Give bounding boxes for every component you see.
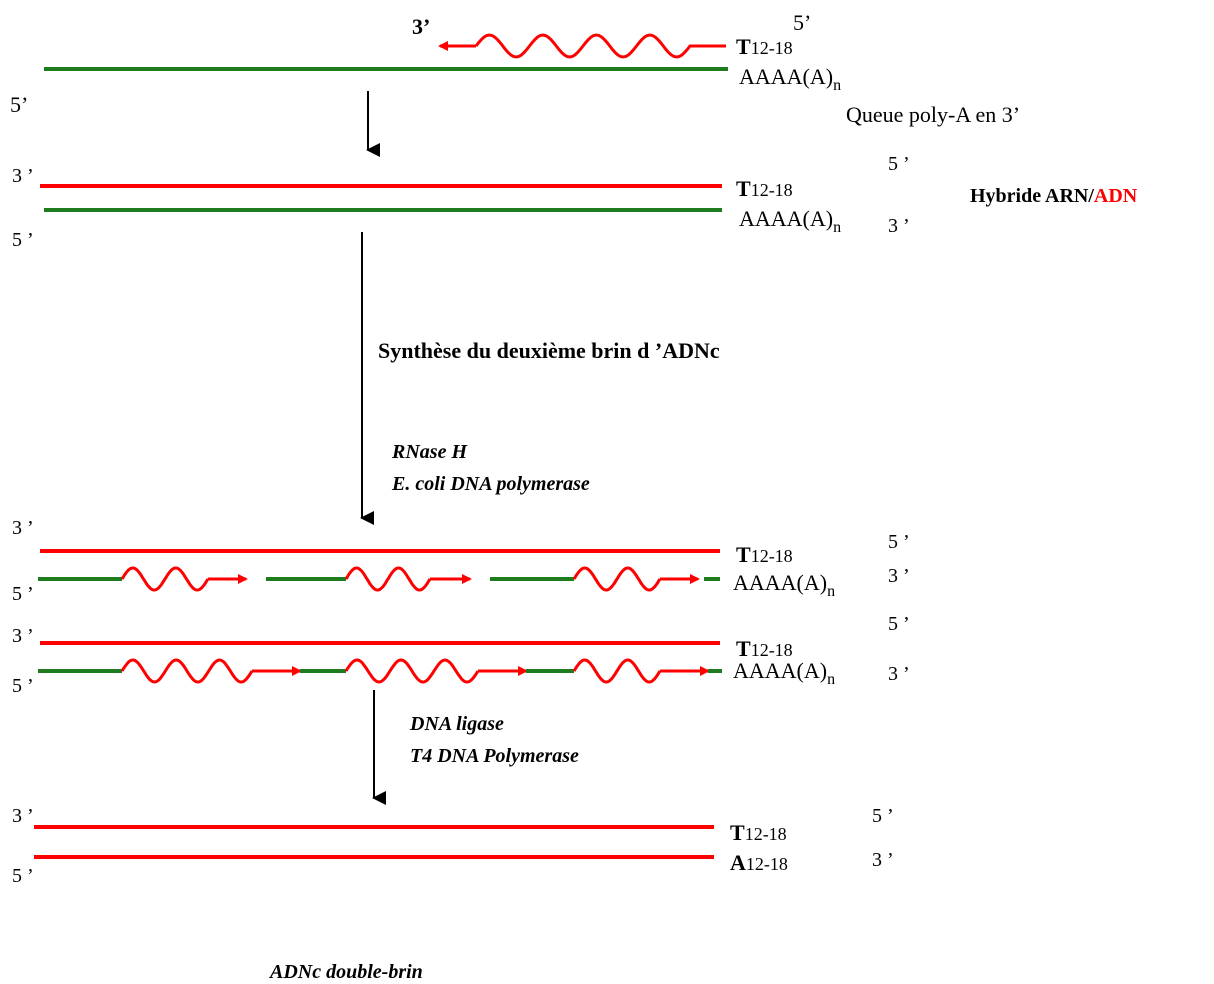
- ds-3prime-label: 3 ’: [12, 805, 34, 827]
- queue-polya-label: Queue poly-A en 3’: [846, 102, 1020, 127]
- filled-5prime-right-label: 5 ’: [888, 613, 910, 635]
- primer-wave: [344, 566, 432, 592]
- primer-wave: [572, 658, 662, 684]
- primer-5prime-label: 5’: [793, 10, 811, 35]
- hybrid-5prime-label: 5 ’: [12, 229, 34, 251]
- stage-3a-nicked: 3 ’ 5 ’ T12-18 AAAA(A)n 3 ’ 5 ’: [12, 517, 910, 605]
- stage-3b-filled: 3 ’ 5 ’ T12-18 AAAA(A)n 3 ’ 5 ’ DNA liga…: [12, 613, 910, 805]
- hybrid-3prime-label: 3 ’: [12, 165, 34, 187]
- primer-wave: [344, 658, 480, 684]
- t4-polymerase-label: T4 DNA Polymerase: [410, 745, 579, 767]
- second-strand-fragments: [38, 566, 720, 592]
- ds-5prime-label: 5 ’: [12, 865, 34, 887]
- polya-label: AAAA(A)n: [733, 570, 835, 600]
- primer-wave: [120, 566, 210, 592]
- hybrid-3prime-right-label: 3 ’: [888, 215, 910, 237]
- filled-5prime-label: 5 ’: [12, 675, 34, 697]
- hybride-label: Hybride ARN/ADN: [970, 185, 1138, 207]
- ds-3prime-right-label: 3 ’: [872, 849, 894, 871]
- nicked-5prime-right-label: 5 ’: [888, 531, 910, 553]
- primer-3prime-label: 3’: [412, 14, 430, 39]
- t-label: T12-18: [736, 542, 793, 567]
- stage-2-hybrid: 3 ’ 5 ’ T12-18 AAAA(A)n 3 ’ 5 ’ Hybride …: [12, 153, 1138, 525]
- mrna-5prime-label: 5’: [10, 92, 28, 117]
- t-label: T12-18: [736, 176, 793, 201]
- filled-3prime-right-label: 3 ’: [888, 663, 910, 685]
- second-strand-filled: [38, 658, 722, 684]
- hybrid-5prime-right-label: 5 ’: [888, 153, 910, 175]
- polya-label: AAAA(A)n: [733, 658, 835, 688]
- oligo-dt-primer-wave: [474, 33, 726, 59]
- polya-label: AAAA(A)n: [739, 206, 841, 236]
- rnase-h-label: RNase H: [391, 441, 468, 463]
- dna-ligase-label: DNA ligase: [409, 713, 504, 735]
- ecoli-polymerase-label: E. coli DNA polymerase: [391, 473, 590, 495]
- nicked-5prime-label: 5 ’: [12, 583, 34, 605]
- t-label: T12-18: [736, 34, 793, 59]
- primer-wave: [572, 566, 662, 592]
- stage-1-priming: 3’ 5’ T12-18 AAAA(A)n 5’ Queue poly-A en…: [10, 10, 1020, 157]
- primer-wave: [120, 658, 254, 684]
- polya-label: AAAA(A)n: [739, 64, 841, 94]
- synthese-label: Synthèse du deuxième brin d ’ADNc: [378, 338, 720, 363]
- nicked-3prime-right-label: 3 ’: [888, 565, 910, 587]
- stage-4-ds-cdna: 3 ’ 5 ’ T12-18 A12-18 3 ’ 5 ’ ADNc doubl…: [12, 805, 894, 983]
- t-label: T12-18: [730, 820, 787, 845]
- filled-3prime-label: 3 ’: [12, 625, 34, 647]
- ds-5prime-right-label: 5 ’: [872, 805, 894, 827]
- adnc-double-brin-label: ADNc double-brin: [268, 961, 423, 983]
- nicked-3prime-label: 3 ’: [12, 517, 34, 539]
- t-label: T12-18: [736, 636, 793, 661]
- a-label: A12-18: [730, 850, 788, 875]
